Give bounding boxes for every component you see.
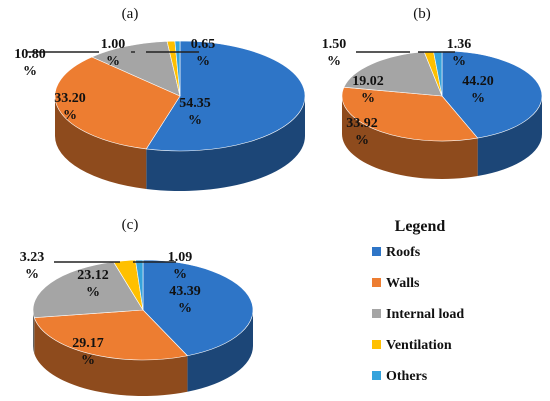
pie-b-label-internal: % [361, 91, 375, 106]
pie-c-slice-others [135, 259, 144, 311]
pie-chart-c: (c) 43.39% 29.17% 23.12% 3.23% 1.09% [20, 217, 254, 396]
pie-c-side-walls [34, 317, 188, 396]
pie-b-slice-roofs [441, 50, 543, 139]
pie-b-label-walls: 33.92 [346, 116, 378, 131]
pie-a-label-roofs: 54.35 [179, 96, 211, 111]
pie-c-slice-walls [33, 309, 188, 361]
legend-swatch-ventilation [372, 340, 381, 349]
pie-c-side-roofs [187, 310, 253, 392]
pie-c-slice-internal [32, 261, 144, 318]
pie-a-slice-others [174, 40, 181, 97]
pie-c-label-ventilation: 3.23 [20, 250, 45, 265]
pie-c-label-others: % [173, 267, 187, 282]
pie-c-label-internal: % [86, 285, 100, 300]
pie-c-title: (c) [122, 217, 139, 233]
pie-b-label-walls: % [355, 133, 369, 148]
pie-b-slice-others [433, 50, 443, 97]
pie-c-label-internal: 23.12 [77, 268, 109, 283]
pie-b-slice-walls [341, 86, 479, 142]
legend-swatch-roofs [372, 247, 381, 256]
pie-b-label-roofs: % [471, 91, 485, 106]
pie-b-side-walls [341, 96, 478, 179]
pie-a-label-roofs: % [188, 113, 202, 128]
pie-chart-a: (a) 54.35% 33.20% 10.80% 1.00% 0.65% [14, 6, 306, 191]
legend-swatch-walls [372, 278, 381, 287]
pie-a-slice-roofs [145, 40, 306, 152]
pie-chart-b: (b) 44.20% 33.92% 19.02% 1.50% 1.36% [322, 6, 543, 179]
legend-item-internal: Internal load [386, 307, 464, 322]
pie-a-label-ventilation: 1.00 [101, 37, 126, 52]
pie-a-label-others: % [196, 54, 210, 69]
pie-c-side-internal [33, 310, 35, 354]
pie-a-label-ventilation: % [106, 54, 120, 69]
pie-a-side-roofs [146, 96, 305, 191]
legend-item-roofs: Roofs [386, 245, 421, 260]
legend-item-walls: Walls [386, 276, 420, 291]
legend-swatch-others [372, 371, 381, 380]
legend-title: Legend [395, 218, 446, 235]
legend-item-others: Others [386, 369, 428, 384]
pie-b-title: (b) [413, 6, 431, 22]
pie-c-label-roofs: 43.39 [169, 284, 201, 299]
legend-swatch-internal [372, 309, 381, 318]
pie-b-slice-internal [343, 51, 443, 97]
pie-c-label-walls: 29.17 [72, 336, 104, 351]
pie-b-side-roofs [477, 96, 542, 177]
pie-a-label-walls: 33.20 [54, 91, 86, 106]
legend-item-ventilation: Ventilation [386, 338, 452, 353]
pie-a-label-internal: 10.80 [14, 47, 46, 62]
pie-c-label-walls: % [81, 353, 95, 368]
pie-c-label-roofs: % [178, 301, 192, 316]
pie-b-label-others: % [452, 54, 466, 69]
pie-a-title: (a) [122, 6, 139, 22]
pie-a-side-walls [55, 96, 147, 189]
pie-b-label-ventilation: % [327, 54, 341, 69]
pie-a-slice-internal [91, 40, 181, 97]
legend: Legend Roofs Walls Internal load Ventilatio… [372, 218, 464, 384]
pie-c-label-ventilation: % [25, 267, 39, 282]
pie-b-label-internal: 19.02 [352, 74, 384, 89]
pie-c-label-others: 1.09 [168, 250, 193, 265]
pie-a-slice-walls [54, 56, 181, 150]
pie-b-label-roofs: 44.20 [462, 74, 494, 89]
pie-b-label-ventilation: 1.50 [322, 37, 347, 52]
pie-b-label-others: 1.36 [447, 37, 472, 52]
pie-a-label-others: 0.65 [191, 37, 216, 52]
pie-c-slice-roofs [142, 259, 254, 357]
pie-a-label-walls: % [63, 108, 77, 123]
pie-a-label-internal: % [23, 64, 37, 79]
